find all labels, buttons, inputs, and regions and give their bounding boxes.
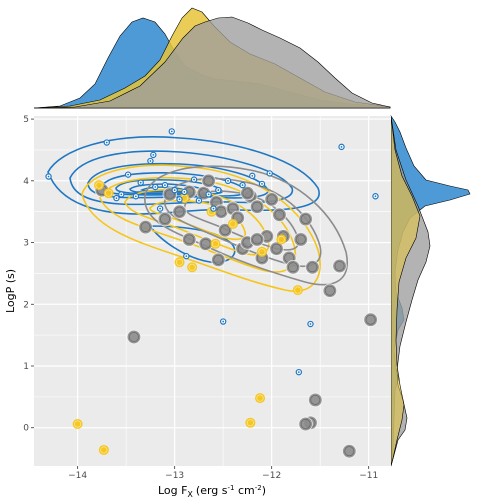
data-point-blue [150, 151, 157, 159]
data-point-yellow [174, 257, 185, 268]
data-point-yellow [210, 238, 221, 249]
data-point-yellow [227, 219, 238, 230]
y-tick-label: 5 [23, 115, 29, 125]
data-point-gray [201, 173, 216, 189]
data-point-blue [210, 205, 217, 212]
y-tick-label: 3 [23, 239, 29, 249]
x-axis-title-sub: X [187, 490, 193, 499]
x-axis-title: Log FX (erg s-1 cm-2) [158, 484, 266, 499]
series-layer [45, 128, 379, 459]
data-point-gray [240, 185, 255, 201]
data-point-blue [183, 252, 190, 260]
data-point-blue [190, 176, 198, 183]
data-point-blue [176, 196, 183, 203]
data-point-yellow [98, 444, 109, 455]
data-point-blue [152, 183, 159, 191]
data-point-blue [147, 157, 154, 165]
data-point-yellow [72, 419, 83, 430]
data-point-yellow [93, 180, 104, 191]
x-axis-title-sup2: -2 [255, 484, 262, 492]
x-axis: −14 −13 −12 −11 [68, 466, 378, 481]
density-contours [47, 136, 348, 292]
data-point-gray [181, 232, 197, 247]
data-point-yellow [256, 246, 267, 257]
data-point-gray [285, 259, 301, 275]
y-axis-title: LogP (s) [4, 269, 17, 313]
data-point-gray [305, 259, 320, 275]
data-point-gray [342, 443, 357, 459]
data-point-blue [181, 188, 188, 196]
data-point-gray [249, 199, 265, 214]
x-axis-title-mid: cm [235, 484, 255, 497]
data-point-blue [45, 173, 52, 180]
data-point-gray [332, 258, 347, 274]
x-axis-title-sup1: -1 [228, 484, 235, 492]
data-point-yellow [103, 188, 114, 199]
main-panel [34, 116, 391, 466]
panel-background [34, 116, 391, 466]
data-point-blue [295, 368, 303, 376]
data-point-gray [249, 232, 265, 247]
x-tick-label: −12 [262, 471, 281, 481]
data-point-yellow [255, 393, 266, 404]
data-point-blue [113, 194, 120, 202]
y-axis: 0 1 2 3 4 5 [23, 115, 34, 434]
top-marginal-density [33, 7, 391, 109]
right-density-yellow [390, 115, 421, 467]
data-point-blue [168, 128, 175, 135]
data-point-blue [224, 177, 232, 185]
x-tick-label: −11 [359, 471, 378, 481]
data-point-gray [211, 252, 226, 268]
data-point-yellow [245, 417, 256, 428]
top-density-gray [33, 16, 391, 109]
data-point-blue [195, 197, 203, 204]
data-point-yellow [292, 285, 303, 296]
data-point-blue [215, 186, 222, 194]
data-point-blue [205, 191, 212, 198]
data-point-gray [322, 283, 338, 298]
data-point-blue [124, 171, 132, 178]
data-point-gray [172, 204, 187, 219]
data-point-gray [138, 219, 153, 235]
y-tick-label: 2 [23, 300, 29, 310]
x-axis-title-close: ) [262, 484, 266, 497]
data-point-blue [219, 318, 227, 325]
data-point-yellow [187, 262, 198, 273]
data-point-blue [118, 191, 125, 198]
y-tick-label: 0 [23, 424, 29, 434]
data-point-gray [298, 211, 313, 227]
data-point-gray [363, 312, 378, 327]
data-point-gray [217, 222, 233, 238]
data-point-blue [137, 179, 144, 186]
data-point-blue [307, 320, 314, 328]
data-point-blue [132, 193, 140, 200]
data-point-gray [308, 392, 323, 408]
x-axis-title-unit: (erg s [196, 484, 228, 497]
x-tick-label: −13 [165, 471, 184, 481]
data-point-blue [156, 205, 164, 212]
data-point-blue [161, 181, 169, 189]
data-point-gray [298, 416, 313, 432]
y-tick-label: 1 [23, 362, 29, 372]
y-tick-label: 4 [23, 177, 29, 187]
data-point-blue [171, 186, 178, 194]
data-point-gray [272, 207, 287, 223]
data-point-gray [264, 192, 279, 207]
data-point-yellow [276, 234, 287, 245]
x-tick-label: −14 [68, 471, 87, 481]
x-axis-title-main: Log F [158, 484, 187, 497]
data-point-blue [103, 139, 110, 146]
data-point-blue [239, 181, 246, 189]
data-point-blue [258, 180, 266, 188]
data-point-blue [338, 143, 345, 151]
data-point-gray [269, 241, 284, 256]
data-point-blue [372, 193, 379, 200]
data-point-gray [293, 232, 309, 247]
data-point-gray [126, 329, 142, 345]
data-point-blue [266, 170, 273, 177]
data-point-blue [249, 172, 256, 180]
data-point-gray [157, 211, 173, 227]
right-marginal-density [390, 115, 471, 467]
